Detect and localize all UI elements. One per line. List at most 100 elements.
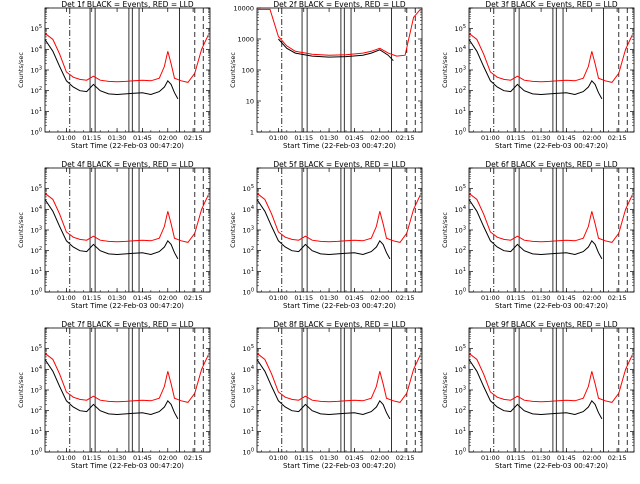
y-tick-label: 105 (455, 184, 466, 193)
x-axis-label: Start Time (22-Feb-03 00:47:20) (283, 302, 396, 310)
panel-title: Det 5f BLACK = Events, RED = LLD (273, 160, 406, 169)
series-line-lld (44, 352, 209, 403)
x-tick-label: 01:45 (133, 134, 152, 142)
y-tick-label: 101 (243, 427, 254, 436)
y-tick-label: 105 (31, 344, 42, 353)
x-axis-label: Start Time (22-Feb-03 00:47:20) (283, 142, 396, 150)
y-tick-label: 10000 (233, 5, 254, 13)
y-tick-label: 1000 (237, 36, 254, 44)
x-tick-label: 02:00 (370, 134, 389, 142)
y-tick-label: 104 (243, 365, 254, 374)
y-axis-label: Counts/sec (229, 212, 237, 248)
detector-panel-2: Det 2f BLACK = Events, RED = LLD 1 10 100 10… (229, 0, 423, 150)
x-tick-label: 02:15 (184, 454, 203, 462)
series-line-events (256, 359, 391, 420)
series-line-events (256, 199, 391, 260)
x-tick-label: 01:00 (269, 134, 288, 142)
plot-frame (256, 167, 423, 293)
x-tick-label: 02:15 (184, 134, 203, 142)
y-tick-label: 104 (243, 205, 254, 214)
x-axis-label: Start Time (22-Feb-03 00:47:20) (71, 302, 184, 310)
x-tick-label: 01:30 (108, 134, 127, 142)
series-line-events (468, 359, 603, 420)
series-line-events (468, 199, 603, 260)
x-tick-label: 01:15 (294, 134, 313, 142)
x-tick-label: 02:15 (396, 294, 415, 302)
y-tick-label: 102 (31, 246, 42, 255)
x-tick-label: 01:30 (320, 134, 339, 142)
panel-title: Det 2f BLACK = Events, RED = LLD (273, 0, 406, 9)
y-tick-label: 100 (31, 448, 42, 457)
y-tick-label: 100 (243, 448, 254, 457)
y-tick-label: 101 (455, 267, 466, 276)
y-tick-label: 100 (31, 288, 42, 297)
detector-panel-5: Det 5f BLACK = Events, RED = LLD 100 101 10… (229, 160, 423, 310)
x-tick-label: 01:45 (133, 454, 152, 462)
x-tick-label: 01:45 (557, 454, 576, 462)
y-tick-label: 104 (31, 45, 42, 54)
x-tick-label: 02:00 (158, 294, 177, 302)
y-tick-label: 102 (243, 246, 254, 255)
panel-title: Det 8f BLACK = Events, RED = LLD (273, 320, 406, 329)
series-line-events (44, 359, 179, 420)
detector-panel-4: Det 4f BLACK = Events, RED = LLD 100 101 10… (17, 160, 211, 310)
y-tick-label: 103 (243, 226, 254, 235)
series-line-lld (256, 192, 421, 243)
x-axis-label: Start Time (22-Feb-03 00:47:20) (495, 462, 608, 470)
plot-frame (256, 7, 423, 133)
y-axis-label: Counts/sec (441, 372, 449, 408)
x-tick-label: 01:15 (82, 294, 101, 302)
x-tick-label: 02:15 (184, 294, 203, 302)
y-tick-label: 104 (455, 365, 466, 374)
x-tick-label: 02:15 (396, 134, 415, 142)
detector-panel-9: Det 9f BLACK = Events, RED = LLD 100 101 10… (441, 320, 635, 470)
x-tick-label: 02:00 (158, 134, 177, 142)
y-tick-label: 100 (455, 288, 466, 297)
x-tick-label: 01:00 (269, 454, 288, 462)
y-axis-label: Counts/sec (441, 212, 449, 248)
y-tick-label: 103 (31, 226, 42, 235)
x-tick-label: 01:00 (57, 294, 76, 302)
y-tick-label: 10 (246, 98, 254, 106)
x-axis-label: Start Time (22-Feb-03 00:47:20) (71, 142, 184, 150)
plot-frame (256, 327, 423, 453)
detector-panel-3: Det 3f BLACK = Events, RED = LLD 100 101 10… (441, 0, 635, 150)
plot-frame (468, 167, 635, 293)
y-tick-label: 104 (31, 365, 42, 374)
y-tick-label: 103 (243, 386, 254, 395)
x-axis-label: Start Time (22-Feb-03 00:47:20) (495, 142, 608, 150)
x-tick-label: 01:00 (269, 294, 288, 302)
y-tick-label: 102 (243, 406, 254, 415)
detector-panel-7: Det 7f BLACK = Events, RED = LLD 100 101 10… (17, 320, 211, 470)
x-tick-label: 01:15 (82, 454, 101, 462)
detector-panel-6: Det 6f BLACK = Events, RED = LLD 100 101 10… (441, 160, 635, 310)
y-tick-label: 103 (455, 66, 466, 75)
y-tick-label: 1 (250, 129, 254, 137)
y-tick-label: 100 (455, 128, 466, 137)
series-line-lld (44, 192, 209, 243)
x-tick-label: 01:30 (532, 134, 551, 142)
x-tick-label: 01:45 (133, 294, 152, 302)
series-line-lld (468, 352, 633, 403)
y-tick-label: 103 (31, 386, 42, 395)
plot-frame (468, 327, 635, 453)
x-tick-label: 01:15 (294, 294, 313, 302)
plot-frame (44, 7, 211, 133)
y-tick-label: 101 (243, 267, 254, 276)
series-line-lld (256, 352, 421, 403)
series-line-lld (468, 32, 633, 83)
x-tick-label: 02:00 (582, 454, 601, 462)
y-axis-label: Counts/sec (17, 372, 25, 408)
y-tick-label: 102 (455, 406, 466, 415)
x-tick-label: 02:00 (582, 294, 601, 302)
x-tick-label: 01:15 (82, 134, 101, 142)
x-axis-label: Start Time (22-Feb-03 00:47:20) (495, 302, 608, 310)
y-tick-label: 100 (243, 288, 254, 297)
x-tick-label: 01:15 (506, 454, 525, 462)
y-tick-label: 103 (31, 66, 42, 75)
x-tick-label: 01:00 (481, 454, 500, 462)
y-tick-label: 102 (455, 86, 466, 95)
x-tick-label: 01:30 (532, 454, 551, 462)
x-tick-label: 02:15 (608, 134, 627, 142)
